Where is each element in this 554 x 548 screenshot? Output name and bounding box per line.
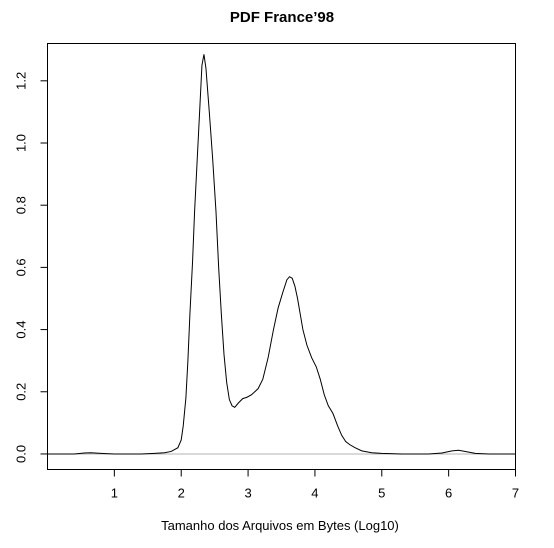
x-tick-label: 5: [378, 486, 385, 501]
density-curve: [47, 54, 516, 455]
y-tick-label: 1.0: [14, 134, 29, 152]
y-tick-label: 0.2: [14, 383, 29, 401]
x-tick-label: 7: [512, 486, 519, 501]
chart-title: PDF France’98: [230, 9, 334, 26]
y-axis: 0.0 0.2 0.4 0.6 0.8 1.0 1.2: [14, 72, 48, 463]
x-tick-label: 6: [445, 486, 452, 501]
y-tick-label: 1.2: [14, 72, 29, 90]
y-tick-label: 0.4: [14, 321, 29, 339]
x-axis-label: Tamanho dos Arquivos em Bytes (Log10): [161, 518, 399, 533]
y-tick-label: 0.6: [14, 258, 29, 276]
x-tick-label: 3: [244, 486, 251, 501]
plot-box: [47, 43, 516, 470]
x-tick-label: 1: [111, 486, 118, 501]
x-tick-label: 2: [178, 486, 185, 501]
x-axis: 1 2 3 4 5 6 7: [111, 469, 519, 501]
x-tick-label: 4: [311, 486, 318, 501]
y-tick-label: 0.8: [14, 196, 29, 214]
y-tick-label: 0.0: [14, 445, 29, 463]
